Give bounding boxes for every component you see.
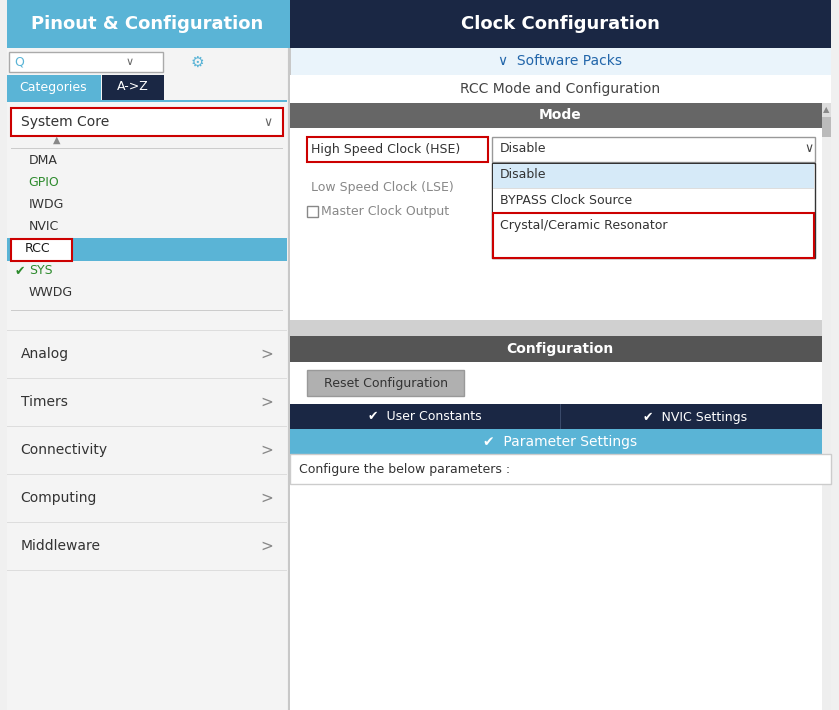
Bar xyxy=(307,370,464,396)
Text: Disable: Disable xyxy=(500,143,546,155)
Bar xyxy=(9,52,163,72)
Text: RCC Mode and Configuration: RCC Mode and Configuration xyxy=(461,82,660,96)
Bar xyxy=(7,474,287,475)
Bar xyxy=(289,0,831,48)
Bar xyxy=(492,213,814,258)
Bar xyxy=(7,522,287,523)
Text: Configure the below parameters :: Configure the below parameters : xyxy=(300,462,511,476)
Bar xyxy=(7,100,287,102)
Text: System Core: System Core xyxy=(21,115,109,129)
Text: Connectivity: Connectivity xyxy=(21,443,108,457)
Bar xyxy=(289,75,831,103)
Bar xyxy=(289,128,831,320)
Bar xyxy=(289,103,831,104)
Text: >: > xyxy=(260,538,273,554)
Bar xyxy=(560,404,561,430)
Bar xyxy=(492,137,816,162)
Bar xyxy=(7,0,289,48)
Bar xyxy=(822,117,831,137)
Bar xyxy=(7,238,287,261)
Bar xyxy=(102,75,164,100)
Text: ∨: ∨ xyxy=(804,143,813,155)
Text: Analog: Analog xyxy=(21,347,69,361)
Text: Low Speed Clock (LSE): Low Speed Clock (LSE) xyxy=(311,180,454,194)
Bar xyxy=(289,75,831,710)
Text: High Speed Clock (HSE): High Speed Clock (HSE) xyxy=(311,143,461,155)
Bar xyxy=(289,454,831,484)
Bar xyxy=(492,188,814,213)
Bar xyxy=(11,239,72,261)
Bar xyxy=(822,103,831,710)
Text: ∨: ∨ xyxy=(263,116,273,129)
Bar xyxy=(289,336,831,362)
Text: Q: Q xyxy=(13,55,23,68)
Text: Timers: Timers xyxy=(21,395,68,409)
Bar xyxy=(7,330,287,331)
Text: >: > xyxy=(260,491,273,506)
Bar xyxy=(307,206,318,217)
Text: ▲: ▲ xyxy=(53,135,60,145)
Bar xyxy=(11,148,283,149)
Text: NVIC: NVIC xyxy=(29,221,59,234)
Text: Master Clock Output: Master Clock Output xyxy=(321,205,450,219)
Text: WWDG: WWDG xyxy=(29,287,73,300)
Text: >: > xyxy=(260,442,273,457)
Text: Configuration: Configuration xyxy=(507,342,614,356)
Bar xyxy=(7,378,287,379)
Bar xyxy=(822,103,831,117)
Bar xyxy=(7,426,287,427)
Text: A->Z: A->Z xyxy=(117,80,149,94)
Bar xyxy=(7,570,287,571)
Text: RCC: RCC xyxy=(24,243,50,256)
Text: Crystal/Ceramic Resonator: Crystal/Ceramic Resonator xyxy=(500,219,667,231)
Text: ✔  Parameter Settings: ✔ Parameter Settings xyxy=(483,435,638,449)
Text: ✔  User Constants: ✔ User Constants xyxy=(367,410,482,423)
Bar xyxy=(289,48,831,75)
Text: Mode: Mode xyxy=(539,108,581,122)
Text: >: > xyxy=(260,395,273,410)
Text: Disable: Disable xyxy=(500,168,546,182)
Text: ▲: ▲ xyxy=(823,106,830,114)
Text: SYS: SYS xyxy=(29,265,52,278)
Bar xyxy=(289,103,831,128)
Bar xyxy=(492,164,814,188)
Text: Reset Configuration: Reset Configuration xyxy=(324,376,448,390)
Bar xyxy=(11,310,283,311)
Bar xyxy=(289,429,831,455)
Text: >: > xyxy=(260,346,273,361)
Text: ⚙: ⚙ xyxy=(190,55,204,70)
Text: Clock Configuration: Clock Configuration xyxy=(461,15,659,33)
Text: Middleware: Middleware xyxy=(21,539,101,553)
Bar xyxy=(7,48,287,75)
Bar xyxy=(7,48,287,710)
Bar xyxy=(289,320,831,336)
Bar xyxy=(288,48,290,710)
Text: DMA: DMA xyxy=(29,155,58,168)
Text: GPIO: GPIO xyxy=(29,177,60,190)
Bar xyxy=(492,188,814,189)
Bar xyxy=(289,404,831,430)
Text: IWDG: IWDG xyxy=(29,199,64,212)
Text: ✔: ✔ xyxy=(15,265,25,278)
Text: ∨: ∨ xyxy=(126,57,134,67)
Bar xyxy=(7,75,101,100)
Bar xyxy=(492,213,814,214)
Text: BYPASS Clock Source: BYPASS Clock Source xyxy=(500,194,632,207)
Text: Categories: Categories xyxy=(19,80,87,94)
Bar xyxy=(307,137,488,162)
Text: ∨  Software Packs: ∨ Software Packs xyxy=(498,54,623,68)
Text: Computing: Computing xyxy=(21,491,97,505)
Bar xyxy=(11,108,283,136)
Bar xyxy=(492,163,816,258)
Text: Pinout & Configuration: Pinout & Configuration xyxy=(30,15,263,33)
Text: ✔  NVIC Settings: ✔ NVIC Settings xyxy=(644,410,748,423)
